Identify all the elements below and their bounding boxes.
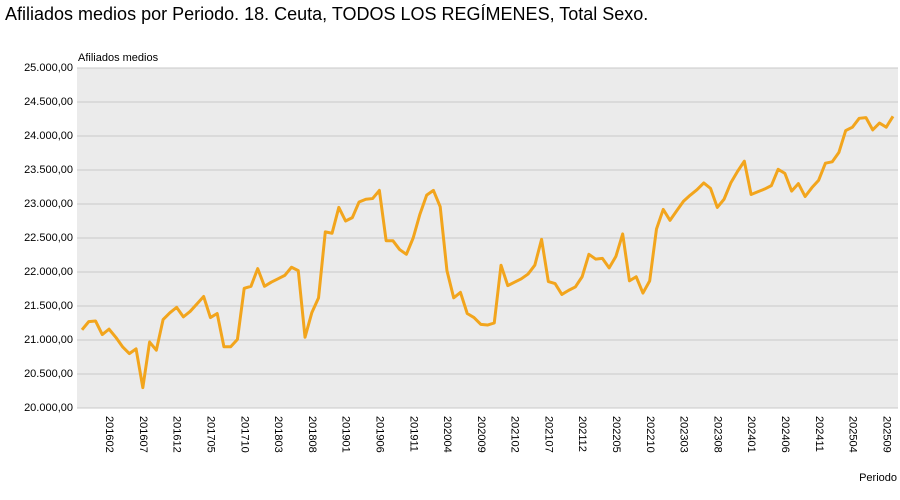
- x-axis-title: Periodo: [859, 472, 897, 484]
- x-tick-label: 201911: [407, 416, 419, 452]
- y-tick-label: 25.000,00: [24, 62, 73, 74]
- y-tick-label: 24.000,00: [24, 130, 73, 142]
- chart-title: Afiliados medios por Periodo. 18. Ceuta,…: [5, 4, 648, 24]
- x-tick-label: 202205: [610, 416, 622, 453]
- x-tick-label: 202406: [779, 416, 791, 453]
- y-tick-label: 22.000,00: [24, 266, 73, 278]
- x-tick-label: 201906: [373, 416, 385, 453]
- x-tick-label: 201705: [205, 416, 217, 453]
- y-tick-label: 21.000,00: [24, 334, 73, 346]
- y-tick-label: 23.000,00: [24, 198, 73, 210]
- x-tick-label: 201803: [272, 416, 284, 453]
- x-tick-label: 202303: [678, 416, 690, 453]
- y-tick-label: 22.500,00: [24, 232, 73, 244]
- y-tick-label: 21.500,00: [24, 300, 73, 312]
- x-tick-label: 202112: [576, 416, 588, 452]
- x-tick-label: 202401: [745, 416, 757, 453]
- y-tick-label: 24.500,00: [24, 96, 73, 108]
- x-tick-label: 202509: [880, 416, 892, 453]
- y-tick-label: 20.000,00: [24, 402, 73, 414]
- x-tick-label: 201710: [238, 416, 250, 453]
- x-tick-label: 201901: [340, 416, 352, 453]
- x-tick-label: 202308: [711, 416, 723, 453]
- y-tick-label: 20.500,00: [24, 368, 73, 380]
- x-tick-label: 201602: [103, 416, 115, 453]
- x-tick-label: 202504: [847, 416, 859, 453]
- x-tick-label: 202210: [644, 416, 656, 453]
- x-tick-label: 201808: [306, 416, 318, 453]
- y-axis-title: Afiliados medios: [78, 52, 159, 64]
- x-tick-label: 202009: [475, 416, 487, 453]
- x-tick-label: 202107: [542, 416, 554, 453]
- x-tick-label: 202004: [441, 416, 453, 453]
- x-tick-label: 201612: [171, 416, 183, 453]
- y-tick-label: 23.500,00: [24, 164, 73, 176]
- x-tick-label: 201607: [137, 416, 149, 453]
- x-tick-label: 202102: [509, 416, 521, 453]
- data-line: [80, 115, 895, 390]
- x-tick-label: 202411: [813, 416, 825, 452]
